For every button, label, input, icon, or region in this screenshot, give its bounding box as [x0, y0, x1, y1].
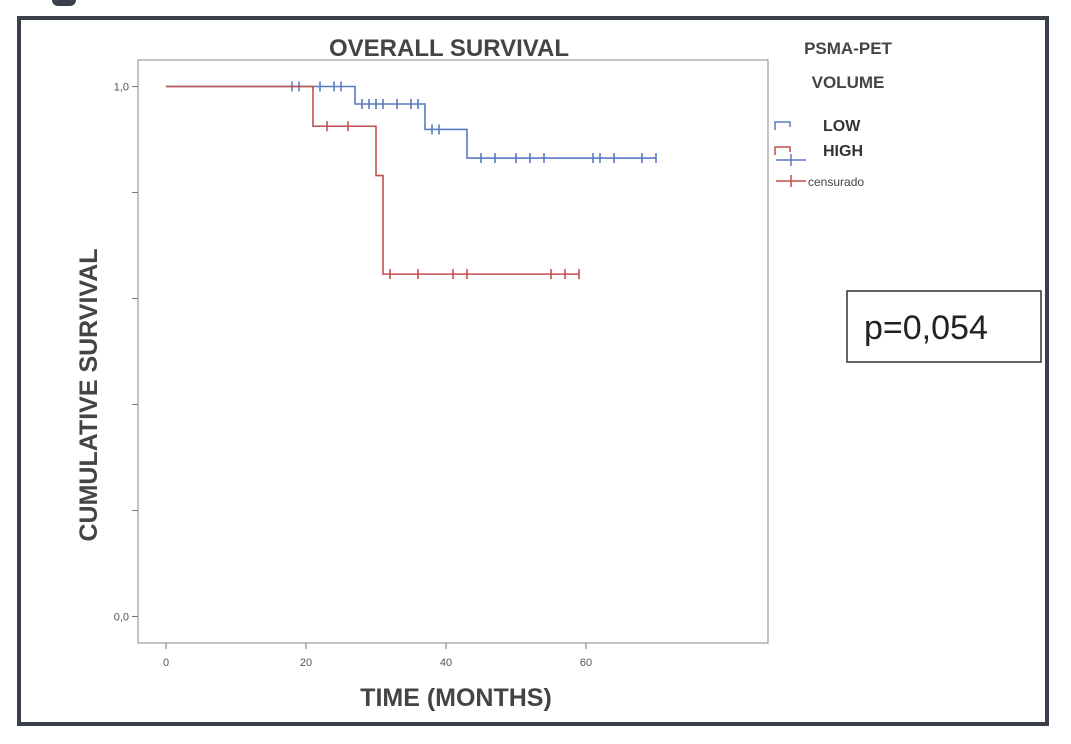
y-axis-title: CUMULATIVE SURVIVAL	[75, 248, 103, 541]
series-layer	[166, 81, 657, 280]
x-tick-label: 0	[163, 657, 169, 669]
x-tick-label: 20	[300, 657, 312, 669]
figure-frame	[17, 16, 1049, 726]
legend-swatch-high	[774, 146, 791, 155]
x-axis-title: TIME (MONTHS)	[360, 684, 552, 712]
series-low	[166, 81, 657, 164]
legend-title-line-2: VOLUME	[812, 73, 885, 92]
plot-area	[137, 59, 769, 644]
series-line-high	[166, 85, 579, 275]
x-axis: 0 20 40 60	[163, 643, 592, 669]
series-line-low	[166, 85, 656, 159]
legend-swatch-low	[774, 121, 791, 130]
y-tick-label: 0,0	[114, 612, 129, 624]
legend-title-line-1: PSMA-PET	[804, 39, 892, 58]
legend-censor-label: censurado	[808, 175, 864, 189]
corner-mark	[52, 0, 76, 6]
x-tick-label: 40	[440, 657, 452, 669]
chart-title: OVERALL SURVIVAL	[329, 35, 569, 62]
legend-label-low: LOW	[823, 118, 861, 135]
p-value-box	[846, 290, 1042, 363]
x-tick-label: 60	[580, 657, 592, 669]
y-axis: 0,0 1,0	[114, 82, 138, 624]
legend-label-high: HIGH	[823, 143, 863, 160]
legend: PSMA-PET VOLUME LOW HIGH censurado	[767, 39, 893, 210]
p-value-text: p=0,054	[864, 309, 988, 347]
series-high	[166, 85, 580, 280]
y-tick-label: 1,0	[114, 82, 129, 94]
